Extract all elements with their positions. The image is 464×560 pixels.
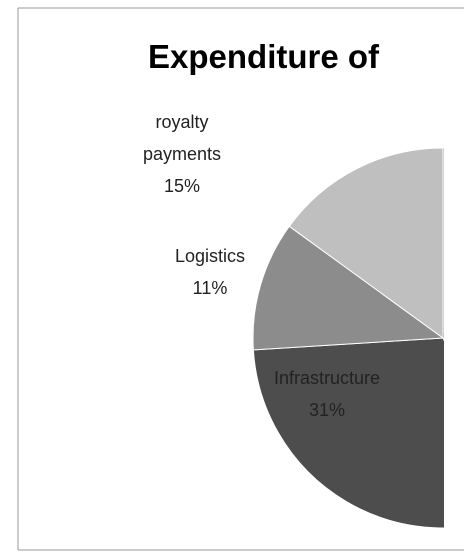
pie-rest-top [443, 148, 444, 338]
value-label: 31% [308, 400, 346, 420]
data-label: Logistics 11% [150, 240, 270, 304]
category-label: royalty payments [142, 112, 222, 164]
pie-slice [252, 337, 444, 529]
data-label: royalty payments 15% [120, 106, 244, 202]
category-label: Infrastructure [273, 368, 381, 388]
pie-slice [288, 147, 444, 339]
chart-title: Expenditure of [148, 38, 380, 75]
data-label: Infrastructure 31% [262, 362, 392, 426]
value-label: 15% [163, 176, 201, 196]
category-label: Logistics [174, 246, 246, 266]
pie-slice [252, 225, 444, 351]
value-label: 11% [192, 278, 228, 298]
